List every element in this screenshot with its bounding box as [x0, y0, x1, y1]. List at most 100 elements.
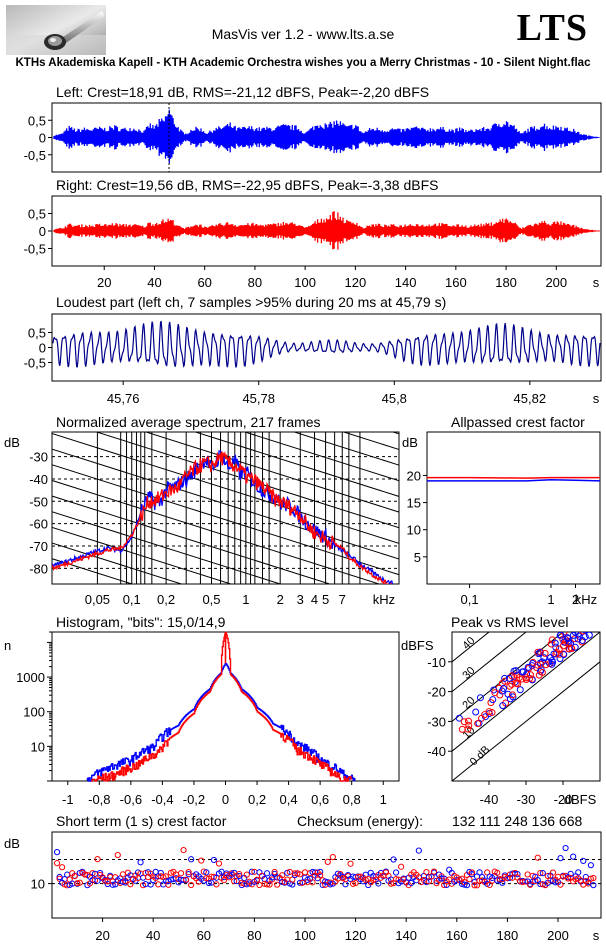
peak-rms-point	[474, 720, 482, 728]
spectrum-series-1	[52, 450, 393, 584]
short-crest-xunit: s	[593, 928, 600, 943]
short-crest-xtick-label: 140	[395, 928, 417, 943]
short-crest-point	[466, 876, 473, 883]
right-xtick-label: 60	[197, 275, 211, 290]
crest-allpass-ytick-label: 20	[407, 468, 421, 483]
short-crest-point	[279, 878, 286, 886]
peak-rms-point	[464, 717, 472, 725]
spectrum-ytick-label: -70	[29, 539, 48, 554]
spectrum-diag	[52, 479, 381, 584]
peak-rms-ylabel: dBFS	[401, 638, 434, 653]
crest-allpass-series-1	[427, 476, 600, 479]
short-crest-ylabel: dB	[4, 836, 20, 851]
right-xtick-label: 80	[248, 275, 262, 290]
peak-rms-diag-label: 30	[460, 665, 477, 682]
loudest-ytick-label: -0,5	[24, 356, 46, 371]
peak-rms-point	[534, 661, 542, 669]
peak-rms-point	[516, 686, 524, 694]
short-crest-point	[461, 881, 468, 888]
short-crest-point	[423, 879, 430, 886]
histogram-ytick-label: 100	[23, 705, 45, 720]
short-crest-point	[119, 871, 126, 878]
short-crest-point	[220, 877, 228, 884]
spectrum-xtick-label: 3	[297, 592, 304, 607]
short-crest-point	[165, 881, 172, 888]
short-crest-xtick-label: 180	[497, 928, 519, 943]
peak-rms-point	[535, 671, 543, 679]
histogram-series-0	[86, 663, 356, 782]
short-crest-point	[587, 862, 594, 869]
peak-rms-point	[498, 687, 506, 695]
peak-rms-point	[568, 625, 574, 631]
left-waveform-title: Left: Crest=18,91 dB, RMS=-21,12 dBFS, P…	[56, 84, 429, 100]
short-crest-point	[486, 881, 493, 889]
short-crest-point	[205, 879, 212, 887]
peak-rms-point	[549, 658, 557, 666]
peak-rms-point	[522, 675, 530, 683]
spectrum-xtick-label: 4	[311, 592, 318, 607]
peak-rms-point	[465, 721, 473, 729]
histogram-xtick-label: 0,2	[248, 792, 266, 807]
short-crest-point	[476, 869, 483, 876]
right-xtick-label: 160	[445, 275, 467, 290]
peak-rms-point	[524, 663, 532, 671]
short-crest-point	[53, 849, 61, 856]
peak-rms-point	[583, 616, 589, 622]
left-waveform-signal	[53, 109, 600, 164]
peak-rms-point	[569, 625, 575, 631]
short-crest-point	[279, 872, 286, 879]
short-crest-point	[274, 881, 281, 888]
crest-allpass-ylabel: dB	[402, 435, 418, 450]
short-crest-point	[549, 869, 557, 876]
short-crest-point	[425, 878, 433, 885]
peak-rms-ytick-label: -20	[427, 685, 446, 700]
short-crest-point	[185, 869, 192, 876]
short-crest-point	[256, 881, 263, 889]
spectrum-diag	[52, 432, 399, 544]
peak-rms-point	[567, 644, 575, 652]
peak-rms-diag-label: 40	[460, 635, 477, 652]
short-crest-point	[408, 879, 415, 887]
spectrum-xtick-label: 0,05	[85, 592, 110, 607]
spectrum-title: Normalized average spectrum, 217 frames	[56, 414, 321, 430]
peak-rms-point	[508, 691, 516, 699]
short-crest-point	[468, 869, 476, 876]
spectrum-xtick-label: 0,5	[202, 592, 220, 607]
peak-rms-point	[564, 634, 572, 642]
peak-rms-point	[460, 718, 468, 726]
spectrum-diag	[342, 432, 399, 451]
short-crest-point	[473, 882, 481, 889]
peak-rms-point	[579, 632, 586, 635]
short-crest-point	[210, 856, 218, 864]
crest-allpass-ytick-label: 5	[414, 550, 421, 565]
crest-allpass-xunit: kHz	[575, 592, 597, 607]
peak-rms-point	[581, 614, 587, 620]
histogram-ytick-label: 1000	[16, 670, 45, 685]
peak-rms-xtick-label: -20	[554, 792, 573, 807]
histogram-xtick-label: -0,2	[183, 792, 205, 807]
right-waveform-ytick-label: 0	[39, 224, 46, 239]
peak-rms-point	[579, 624, 585, 630]
peak-rms-point	[550, 650, 558, 658]
histogram-xtick-label: -1	[62, 792, 74, 807]
short-crest-point	[81, 871, 88, 878]
track-title: KTHs Akademiska Kapell - KTH Academic Or…	[15, 57, 591, 69]
crest-allpass-frame	[426, 431, 601, 585]
short-crest-point	[352, 879, 359, 887]
peak-rms-point	[560, 651, 568, 659]
microphone-photo-icon	[6, 5, 106, 55]
short-crest-point	[575, 869, 582, 876]
short-crest-xtick-label: 40	[146, 928, 160, 943]
short-crest-point	[438, 875, 445, 882]
loudest-xunit: s	[593, 391, 600, 406]
left-waveform-ytick-label: -0,5	[24, 148, 46, 163]
short-crest-frame	[51, 831, 602, 919]
crest-allpass-xtick-label: 1	[547, 592, 554, 607]
short-crest-point	[243, 871, 250, 878]
right-xtick-label: 180	[495, 275, 517, 290]
short-crest-point	[387, 880, 395, 887]
short-crest-point	[289, 876, 296, 883]
spectrum-diag	[52, 495, 332, 584]
checksum-label: Checksum (energy):	[297, 813, 423, 829]
short-crest-xtick-label: 60	[197, 928, 211, 943]
